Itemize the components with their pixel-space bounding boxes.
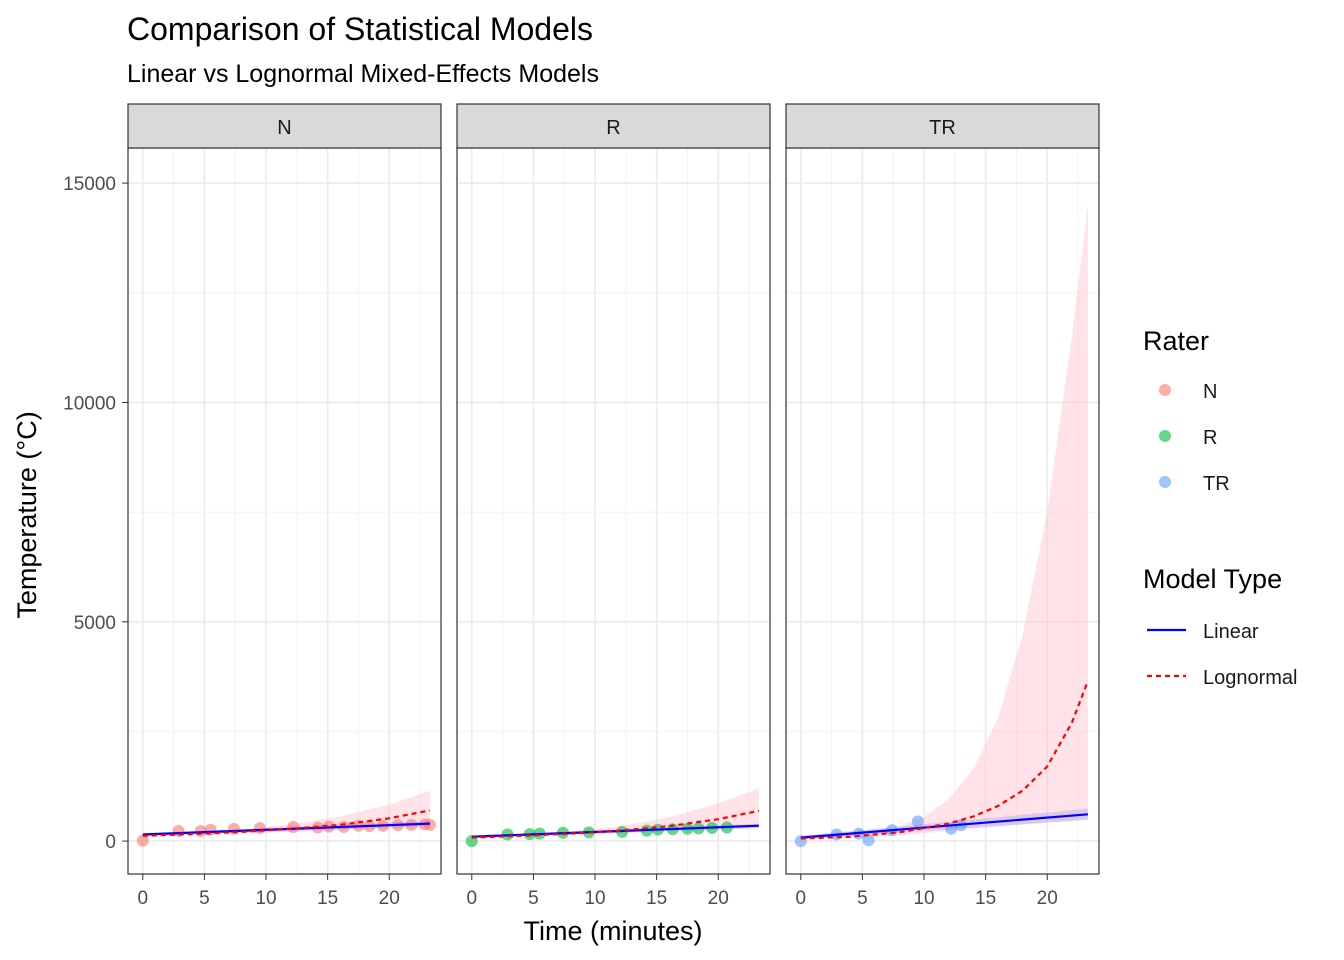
facet-panel-n: N 0 5 10 15 20	[127, 103, 442, 909]
x-tick-label: 0	[137, 888, 148, 909]
lognormal-fit-line	[142, 809, 431, 837]
legend: Rater Model Type N R TR Linear Lognormal	[1143, 326, 1298, 689]
facet-panel-r: R 0 5 10 15 20	[456, 103, 771, 909]
x-tick-label: 5	[199, 888, 210, 909]
x-tick-label: 10	[255, 888, 276, 909]
lognormal-fit-line	[471, 809, 760, 839]
data-point	[253, 821, 266, 834]
facet-strip	[456, 103, 771, 149]
lognormal-fit-line	[800, 680, 1089, 840]
x-tick-label: 0	[795, 888, 806, 909]
y-tick-label: 5000	[74, 613, 116, 634]
x-tick-label: 15	[646, 888, 667, 909]
chart-title: Comparison of Statistical Models	[127, 11, 593, 47]
facet-strip-label: R	[606, 117, 620, 139]
data-point	[862, 834, 875, 847]
x-tick-label: 5	[857, 888, 868, 909]
legend-model-label: Lognormal	[1203, 667, 1298, 689]
y-axis-title: Temperature (°C)	[12, 411, 42, 618]
facet-strip-label: N	[277, 117, 291, 139]
linear-fit-line	[142, 822, 430, 836]
panel-background	[128, 148, 441, 874]
y-tick-label: 15000	[63, 174, 116, 195]
legend-rater-label: TR	[1203, 473, 1230, 495]
legend-rater-label: R	[1203, 427, 1217, 449]
data-point	[423, 818, 436, 831]
facet-panel-tr: TR 0 5 10 15 20	[785, 103, 1100, 909]
x-tick-label: 5	[528, 888, 539, 909]
data-point	[287, 821, 300, 834]
x-tick-label: 15	[317, 888, 338, 909]
x-tick-label: 20	[379, 888, 400, 909]
x-tick-label: 10	[913, 888, 934, 909]
facet-strip	[127, 103, 442, 149]
y-tick-label: 0	[105, 832, 116, 853]
x-tick-label: 20	[1037, 888, 1058, 909]
lognormal-ci-band	[800, 205, 1088, 840]
data-point	[911, 815, 924, 828]
chart-subtitle: Linear vs Lognormal Mixed-Effects Models	[127, 60, 599, 88]
legend-rater-title: Rater	[1143, 326, 1209, 356]
legend-model-title: Model Type	[1143, 564, 1282, 594]
facet-strip	[785, 103, 1100, 149]
legend-rater-label: N	[1203, 381, 1217, 403]
data-point	[136, 834, 149, 847]
legend-rater-key	[1159, 384, 1171, 396]
x-tick-label: 10	[584, 888, 605, 909]
x-tick-label: 0	[466, 888, 477, 909]
x-tick-label: 15	[975, 888, 996, 909]
legend-model-label: Linear	[1203, 621, 1259, 643]
legend-rater-key	[1159, 476, 1171, 488]
facet-strip-label: TR	[929, 117, 956, 139]
panel-background	[457, 148, 770, 874]
linear-fit-line	[800, 813, 1088, 839]
x-axis-title: Time (minutes)	[523, 916, 702, 946]
facet-panels: 0 5000 10000 15000 N 0 5 10 15 20 R 0 5 10 15 20 TR 0 5 10 1…	[63, 103, 1100, 909]
x-tick-label: 20	[708, 888, 729, 909]
y-tick-label: 10000	[63, 393, 116, 414]
legend-rater-key	[1159, 430, 1171, 442]
